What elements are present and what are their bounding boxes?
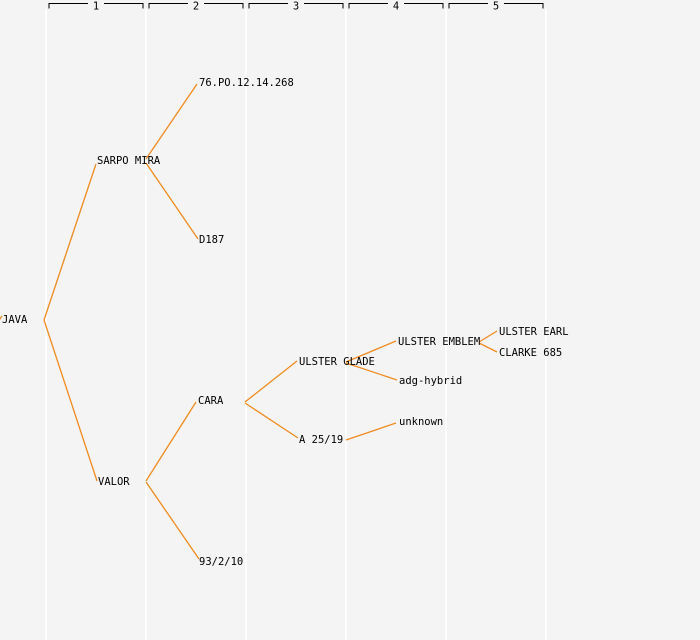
- generation-label: 2: [193, 1, 199, 13]
- node-ulster-glade[interactable]: ULSTER GLADE: [299, 356, 375, 368]
- node-76-po-12-14-268[interactable]: 76.PO.12.14.268: [199, 77, 294, 89]
- pedigree-edge-valor-to-93-2-10: [145, 481, 200, 560]
- node-valor[interactable]: VALOR: [98, 476, 130, 488]
- pedigree-edge-cara-to-a-25-19: [244, 402, 299, 439]
- generation-label-bg: [488, 0, 504, 12]
- node-93-2-10[interactable]: 93/2/10: [199, 556, 244, 568]
- generation-label: 1: [93, 1, 99, 13]
- root-stub-edge: [0, 315, 3, 320]
- generation-label-bg: [88, 0, 104, 12]
- pedigree-edge-ulster-emblem-to-clarke-685: [478, 342, 498, 353]
- generation-label: 3: [293, 1, 299, 13]
- node-adg-hybrid[interactable]: adg-hybrid: [399, 375, 463, 387]
- pedigree-edge-ulster-emblem-to-ulster-earl: [478, 330, 498, 343]
- pedigree-edge-ulster-glade-to-ulster-emblem: [345, 340, 397, 363]
- node-a-25-19[interactable]: A 25/19: [299, 434, 344, 446]
- node-d187[interactable]: D187: [199, 234, 225, 246]
- node-clarke-685[interactable]: CLARKE 685: [499, 347, 563, 359]
- node-sarpo-mira[interactable]: SARPO MIRA: [97, 155, 161, 167]
- node-java[interactable]: JAVA: [2, 314, 28, 326]
- generation-label: 4: [393, 1, 399, 13]
- pedigree-edge-java-to-valor: [43, 319, 98, 482]
- pedigree-edge-a-25-19-to-unknown: [345, 422, 397, 441]
- node-cara[interactable]: CARA: [198, 395, 224, 407]
- node-ulster-earl[interactable]: ULSTER EARL: [499, 326, 569, 338]
- node-unknown[interactable]: unknown: [399, 416, 444, 428]
- generation-label-bg: [288, 0, 304, 12]
- pedigree-edge-ulster-glade-to-adg-hybrid: [345, 362, 398, 381]
- generation-label-bg: [388, 0, 404, 12]
- pedigree-edge-sarpo-mira-to-76-po-12-14-268: [145, 83, 198, 160]
- pedigree-edge-valor-to-cara: [145, 401, 197, 482]
- pedigree-edge-cara-to-ulster-glade: [244, 360, 298, 403]
- pedigree-edge-sarpo-mira-to-d187: [145, 162, 199, 240]
- node-ulster-emblem[interactable]: ULSTER EMBLEM: [398, 336, 481, 348]
- pedigree-edge-java-to-sarpo-mira: [43, 163, 97, 321]
- generation-label: 5: [493, 1, 499, 13]
- generation-label-bg: [188, 0, 204, 12]
